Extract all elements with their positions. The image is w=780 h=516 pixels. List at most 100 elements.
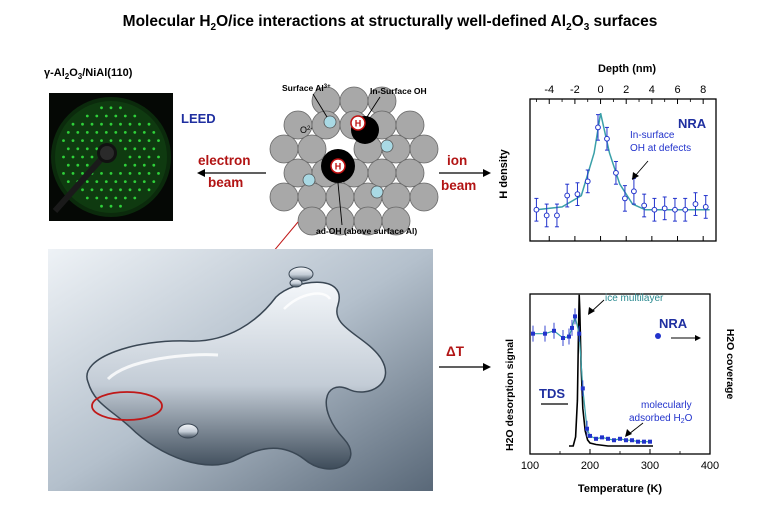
leed-spot xyxy=(133,147,137,151)
leed-spot xyxy=(90,122,94,126)
nra-point xyxy=(552,328,556,333)
leed-spot xyxy=(123,180,127,183)
leed-spot xyxy=(62,172,65,175)
leed-spot xyxy=(128,122,132,126)
depth-fit-line xyxy=(536,113,710,211)
leed-spot xyxy=(66,180,70,183)
nra-point xyxy=(531,331,535,336)
leed-spot xyxy=(138,172,141,175)
delta-t-arrow xyxy=(439,363,491,371)
oxygen-atoms xyxy=(269,86,439,236)
ion-beam-label-1: ion xyxy=(447,153,468,168)
leed-spot xyxy=(81,172,84,175)
surface-al-atom xyxy=(370,185,384,199)
leed-spot xyxy=(100,122,103,126)
oxygen-atom xyxy=(269,182,299,212)
leed-spot xyxy=(114,180,118,183)
leed-spot xyxy=(71,155,75,159)
depth-point xyxy=(702,204,709,210)
leed-spot xyxy=(133,196,137,200)
leed-spot xyxy=(100,172,103,175)
leed-spots xyxy=(62,106,160,208)
leed-spot xyxy=(114,196,118,200)
x-tick-label: 2 xyxy=(623,84,629,96)
depth-point xyxy=(641,202,648,209)
oxygen-atom xyxy=(409,134,439,164)
leed-spot xyxy=(142,163,146,167)
depth-point xyxy=(613,169,619,176)
leed-spot xyxy=(142,147,146,151)
water-droplet-photo xyxy=(48,249,433,491)
depth-point xyxy=(651,206,658,213)
nra-point xyxy=(585,426,589,431)
leed-spot xyxy=(128,139,132,142)
desorption-signal-axis-label: H2O desorption signal xyxy=(504,339,516,451)
nra-point xyxy=(577,331,582,336)
leed-spot xyxy=(85,196,89,200)
surface-al-label: Surface Al3+ xyxy=(282,83,331,93)
tds-curve xyxy=(569,294,653,447)
plot-frame xyxy=(529,98,717,242)
leed-spot xyxy=(90,188,94,192)
leed-spot xyxy=(123,196,127,200)
leed-spot xyxy=(66,163,70,167)
leed-spot xyxy=(95,180,99,183)
leed-spot xyxy=(100,106,103,110)
depth-point xyxy=(622,195,628,202)
leed-spot xyxy=(109,122,113,126)
temperature-axis-label: Temperature (K) xyxy=(578,483,662,495)
leed-spot xyxy=(85,114,89,118)
nra-point xyxy=(588,433,592,438)
nra-point xyxy=(648,439,652,444)
depth-point xyxy=(543,212,550,219)
depth-point xyxy=(682,206,689,213)
leed-spot xyxy=(109,139,113,142)
depth-axis-label: Depth (nm) xyxy=(598,63,656,75)
molecularly-adsorbed-label-2: adsorbed H2O xyxy=(629,413,693,425)
nra-point xyxy=(561,336,565,340)
leed-spot xyxy=(104,180,108,183)
ion-beam-label-2: beam xyxy=(441,178,477,193)
x-tick-label: 4 xyxy=(649,84,655,96)
leed-spot xyxy=(62,155,65,159)
x-tick-label: -4 xyxy=(544,84,554,96)
leed-spot xyxy=(157,155,160,159)
leed-spot xyxy=(138,139,141,142)
nra-point xyxy=(606,436,610,441)
coverage-axis-label: H2O coverage xyxy=(724,329,736,400)
oxygen-atom xyxy=(297,134,327,164)
leed-spot xyxy=(128,172,132,175)
nra-point xyxy=(624,438,628,443)
leed-spot xyxy=(81,122,84,126)
depth-point xyxy=(604,135,610,142)
nra-point xyxy=(600,435,604,440)
oxygen-atom xyxy=(409,182,439,212)
leed-spot xyxy=(95,131,99,134)
o2-label: O2- xyxy=(300,125,312,135)
in-surface-oh-label: In-Surface OH xyxy=(370,86,427,96)
leed-spot xyxy=(157,172,160,175)
leed-spot xyxy=(147,155,151,159)
leed-spot xyxy=(138,122,141,126)
leed-spot xyxy=(152,163,156,167)
leed-spot xyxy=(152,147,156,151)
electron-beam-arrow xyxy=(197,169,266,177)
oxygen-atom xyxy=(283,110,313,140)
leed-spot xyxy=(109,188,113,192)
nra-point xyxy=(594,436,598,441)
x-tick-label: 100 xyxy=(521,460,539,472)
leed-spot xyxy=(100,139,103,142)
leed-spot xyxy=(142,180,146,183)
leed-spot xyxy=(138,155,141,159)
leed-spot xyxy=(119,204,122,208)
leed-spot xyxy=(147,172,151,175)
leed-spot xyxy=(76,163,80,167)
x-tick-label: 6 xyxy=(674,84,680,96)
depth-point xyxy=(584,178,591,185)
leed-spot xyxy=(119,188,122,192)
oxygen-atom xyxy=(395,158,425,188)
x-tick-label: 8 xyxy=(700,84,706,96)
delta-t-label: ΔT xyxy=(446,344,464,359)
leed-spot xyxy=(152,180,156,183)
ion-beam-arrow xyxy=(439,169,491,177)
